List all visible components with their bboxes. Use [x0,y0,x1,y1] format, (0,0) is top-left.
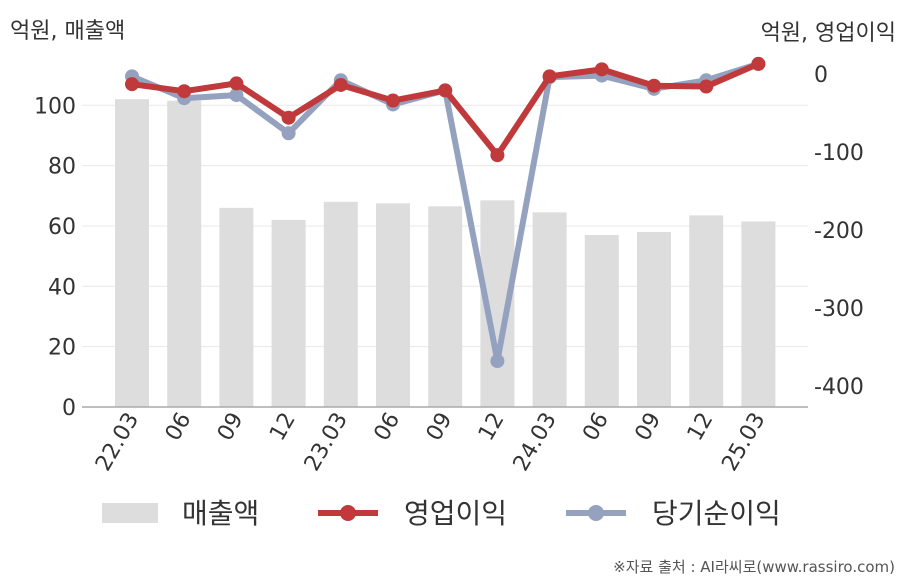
x-tick-label: 25.03 [717,409,770,476]
x-tick-label: 06 [370,409,406,446]
x-tick-label: 12 [474,409,510,446]
legend-label-revenue: 매출액 [182,497,259,530]
left-axis-ticks: 0 20 40 60 80 100 [34,94,76,421]
source-text: ※자료 출처 : AI라씨로(www.rassiro.com) [613,558,895,576]
x-tick-label: 12 [265,409,301,446]
net-income-point [490,353,505,368]
x-tick-label: 23.03 [300,409,353,476]
revenue-bar [584,235,619,407]
operating-profit-line [129,60,762,159]
x-tick-label: 06 [161,409,197,446]
legend: 매출액 영업이익 당기순이익 [102,497,781,530]
legend-label-net-income: 당기순이익 [652,497,781,530]
line-series [125,56,766,368]
revenue-bar [115,99,149,408]
legend-marker-net-income [588,505,604,521]
operating-profit-point [229,76,244,91]
revenue-bar [167,100,202,408]
left-tick-label: 60 [48,215,76,240]
x-tick-label: 22.03 [91,409,144,476]
revenue-bar [323,201,358,407]
revenue-bar [689,215,724,407]
right-axis-unit-label: 억원, 영업이익 [761,21,896,46]
x-tick-label: 06 [578,409,614,446]
x-tick-label: 09 [213,409,249,446]
x-tick-label: 12 [683,409,719,446]
right-tick-label: 0 [814,63,828,88]
operating-profit-point [699,79,714,94]
x-tick-label: 09 [631,409,667,446]
legend-marker-operating-profit [340,505,356,521]
left-axis-unit-label: 억원, 매출액 [10,19,125,44]
operating-profit-point [333,77,348,92]
right-tick-label: -100 [814,141,864,166]
revenue-bar [219,207,254,407]
right-axis-ticks: 0 -100 -200 -300 -400 [814,63,864,400]
x-tick-label: 24.03 [509,409,562,476]
operating-profit-point [751,56,766,71]
revenue-bar [532,212,567,407]
left-tick-label: 40 [48,275,76,300]
left-tick-label: 80 [48,155,76,180]
left-tick-label: 20 [48,336,76,361]
net-income-point [281,126,296,141]
left-tick-label: 0 [62,396,76,421]
revenue-bar [637,231,671,407]
revenue-bar [741,221,776,407]
x-axis-ticks: 22.03 06 09 12 23.03 06 09 12 24.03 06 09 12 25.03 [91,409,771,476]
bar-series-revenue [115,99,776,408]
operating-profit-point [177,84,192,99]
operating-profit-point [438,83,453,98]
operating-profit-point [490,148,505,163]
revenue-bar [376,203,410,407]
net-income-point [229,88,244,103]
revenue-bar [271,219,306,407]
revenue-bar [428,206,463,407]
operating-profit-point [594,62,609,77]
right-tick-label: -300 [814,297,864,322]
x-tick-label: 09 [422,409,458,446]
operating-profit-point [647,78,661,93]
right-tick-label: -200 [814,219,864,244]
legend-swatch-revenue [102,503,158,523]
legend-label-operating-profit: 영업이익 [404,497,507,530]
operating-profit-point [281,110,296,125]
operating-profit-point [386,93,400,108]
right-tick-label: -400 [814,375,864,400]
left-tick-label: 100 [34,94,76,119]
operating-profit-point [542,69,557,84]
operating-profit-point [125,77,139,92]
